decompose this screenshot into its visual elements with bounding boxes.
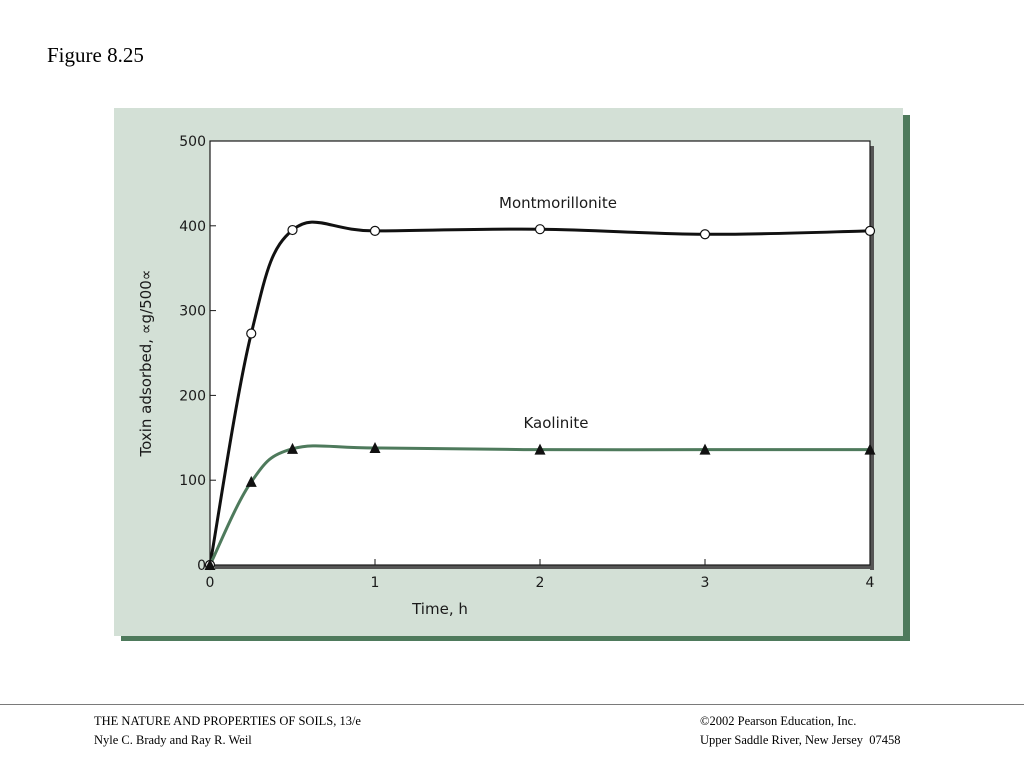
x-tick-label: 0 <box>206 575 215 591</box>
axis-ticks: 0 100 200 300 400 500 0 1 2 3 4 <box>179 134 874 591</box>
data-point-kaolinite <box>699 443 711 455</box>
y-tick-label: 500 <box>179 134 206 150</box>
chart-labels: Time, h Toxin adsorbed, ∝g/500∝ Montmorill… <box>137 194 617 618</box>
x-axis-label: Time, h <box>411 600 468 618</box>
y-tick-label: 200 <box>179 388 206 404</box>
footer-copyright: ©2002 Pearson Education, Inc. <box>700 714 857 728</box>
y-tick-label: 0 <box>197 558 206 574</box>
plot-shadow <box>215 146 874 570</box>
data-point-kaolinite <box>534 443 546 455</box>
data-point-kaolinite <box>287 442 298 454</box>
footer-publisher-location: Upper Saddle River, New Jersey 07458 <box>700 733 901 747</box>
plot-area <box>209 140 871 566</box>
y-axis-label: Toxin adsorbed, ∝g/500∝ <box>137 270 155 458</box>
figure-title: Figure 8.25 <box>47 43 144 67</box>
y-tick-label: 300 <box>179 304 206 320</box>
plot-shadow-right <box>870 146 874 570</box>
data-point-kaolinite <box>245 475 257 487</box>
data-point-montmorillonite <box>369 225 381 236</box>
data-point-montmorillonite <box>287 224 298 236</box>
series-label-kaolinite: Kaolinite <box>523 414 588 432</box>
data-point-montmorillonite <box>864 225 876 236</box>
x-tick-label: 3 <box>701 575 710 591</box>
y-tick-label: 400 <box>179 219 206 235</box>
x-tick-label: 2 <box>536 575 545 591</box>
data-point-kaolinite <box>864 443 876 455</box>
data-point-kaolinite <box>369 441 381 453</box>
series-markers <box>204 224 876 571</box>
series-label-montmorillonite: Montmorillonite <box>499 194 617 212</box>
data-point-montmorillonite <box>534 224 546 235</box>
data-point-montmorillonite <box>699 229 711 240</box>
footer-right: ©2002 Pearson Education, Inc. Upper Sadd… <box>700 712 901 750</box>
footer-book-title: THE NATURE AND PROPERTIES OF SOILS, 13/e <box>94 714 361 728</box>
x-tick-label: 1 <box>371 575 380 591</box>
footer-divider <box>0 704 1024 705</box>
footer-left: THE NATURE AND PROPERTIES OF SOILS, 13/e… <box>94 712 361 750</box>
plot-shadow-bottom <box>215 565 874 569</box>
y-tick-label: 100 <box>179 473 206 489</box>
footer-authors: Nyle C. Brady and Ray R. Weil <box>94 733 252 747</box>
data-point-montmorillonite <box>246 328 257 339</box>
x-tick-label: 4 <box>866 575 875 591</box>
data-point-kaolinite <box>204 559 216 570</box>
